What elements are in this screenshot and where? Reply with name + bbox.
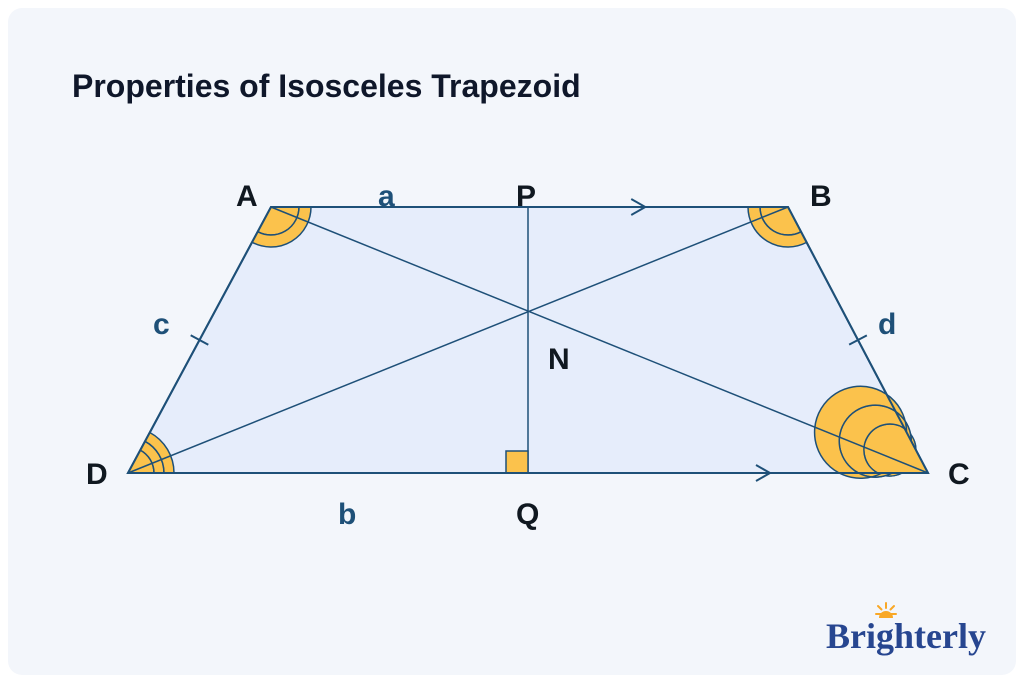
side-c: c: [153, 308, 170, 342]
label-N: N: [548, 343, 570, 377]
diagram-card: Properties of Isosceles Trapezoid A B C …: [8, 8, 1016, 675]
label-D: D: [86, 458, 108, 492]
logo-text: Brighterly: [826, 616, 986, 656]
label-C: C: [948, 458, 970, 492]
side-b: b: [338, 498, 356, 532]
side-d: d: [878, 308, 896, 342]
brand-logo: Brighterly: [826, 615, 986, 657]
label-Q: Q: [516, 498, 539, 532]
label-B: B: [810, 180, 832, 214]
side-a: a: [378, 180, 395, 214]
label-A: A: [236, 180, 258, 214]
label-P: P: [516, 180, 536, 214]
logo-sun-icon: [874, 601, 898, 625]
